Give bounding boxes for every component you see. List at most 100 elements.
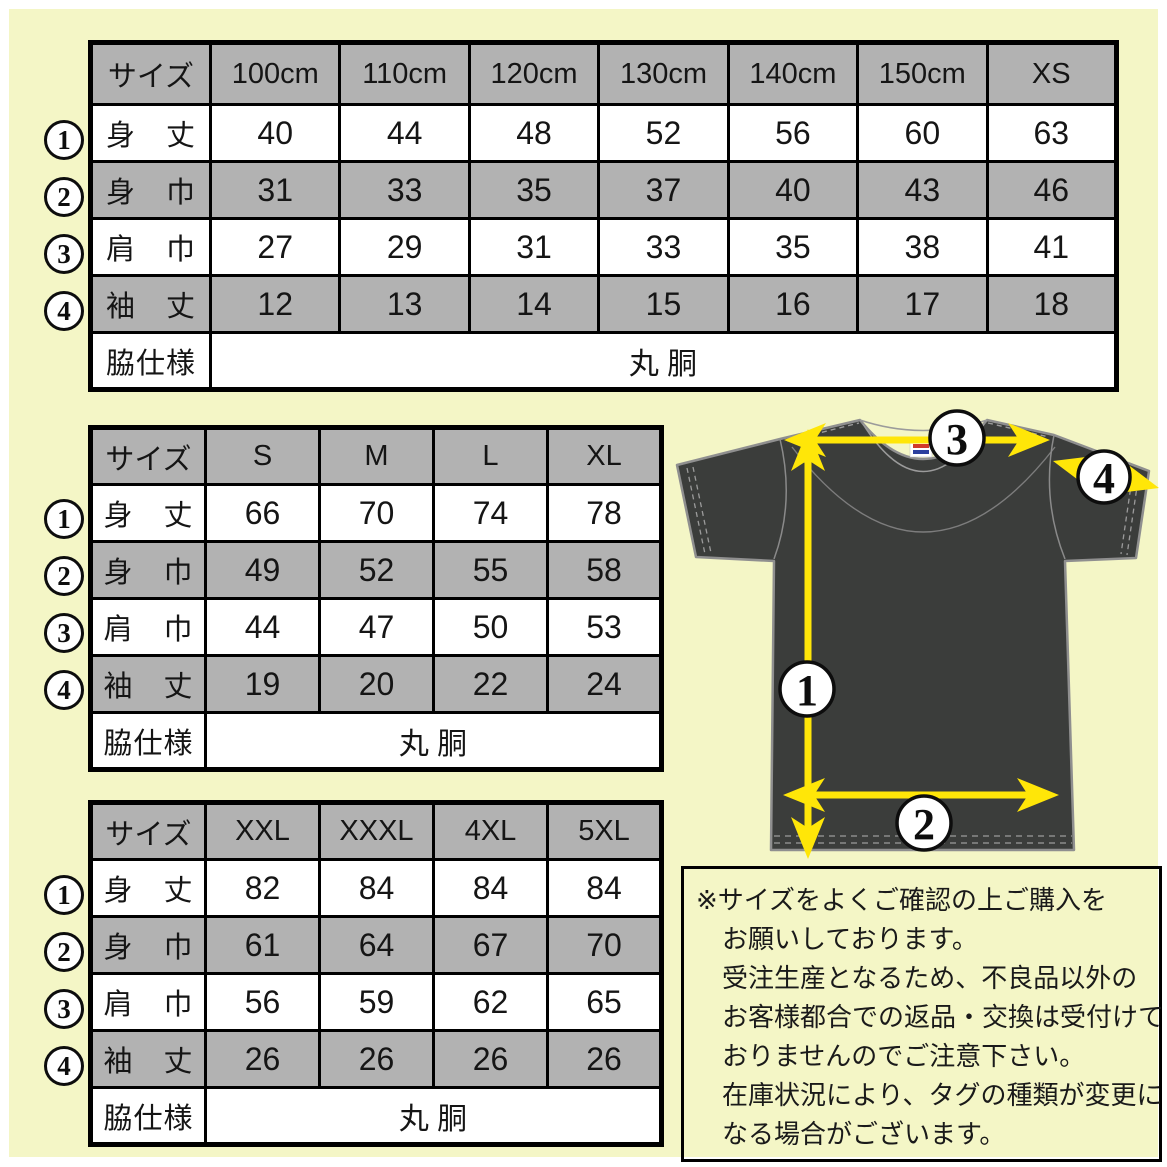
page-background: サイズ 100cm 110cm 120cm 130cm 140cm 150cm … — [9, 9, 1164, 1162]
size-value: 65 — [546, 972, 663, 1032]
marker-circle-3: 3 — [44, 989, 84, 1029]
size-value: 48 — [467, 103, 601, 163]
row-label: 袖 丈 — [89, 654, 207, 714]
size-value: 31 — [467, 217, 601, 277]
diagram-marker-number-3: 3 — [946, 415, 968, 464]
row-label: 身 丈 — [89, 483, 207, 543]
column-header: 110cm — [338, 41, 471, 106]
marker-circle-2: 2 — [44, 932, 84, 972]
size-table-kids: サイズ 100cm 110cm 120cm 130cm 140cm 150cm … — [88, 40, 1119, 392]
size-value: 26 — [546, 1029, 663, 1089]
row-label: 袖 丈 — [89, 1029, 207, 1089]
note-line: なる場合がございます。 — [722, 1119, 1006, 1149]
size-value: 22 — [432, 654, 549, 714]
column-header: M — [318, 426, 435, 486]
marker-number: 4 — [57, 674, 71, 705]
row-label: 身 巾 — [89, 540, 207, 600]
size-value: 55 — [432, 540, 549, 600]
size-value: 66 — [204, 483, 321, 543]
size-value: 19 — [204, 654, 321, 714]
size-value: 47 — [318, 597, 435, 657]
spec-label: 脇仕様 — [89, 331, 212, 391]
size-value: 44 — [338, 103, 471, 163]
marker-number: 3 — [57, 238, 71, 269]
size-value: 16 — [726, 274, 860, 334]
column-header: 4XL — [432, 801, 549, 861]
size-value: 18 — [985, 274, 1119, 334]
size-value: 40 — [208, 103, 342, 163]
column-header: XS — [985, 41, 1119, 106]
size-value: 40 — [726, 160, 860, 220]
marker-number: 3 — [57, 617, 71, 648]
size-value: 62 — [432, 972, 549, 1032]
size-value: 33 — [338, 160, 471, 220]
marker-number: 2 — [57, 560, 71, 591]
size-value: 44 — [204, 597, 321, 657]
size-value: 78 — [546, 483, 663, 543]
column-header: 100cm — [208, 41, 342, 106]
column-header-size: サイズ — [89, 426, 207, 486]
size-value: 26 — [318, 1029, 435, 1089]
row-label: 身 丈 — [89, 103, 212, 163]
marker-circle-3: 3 — [44, 234, 84, 274]
spec-label: 脇仕様 — [89, 1086, 207, 1146]
table-row: 身 巾 49 52 55 58 — [89, 540, 663, 600]
spec-row: 脇仕様 丸 胴 — [89, 1086, 663, 1146]
size-value: 63 — [985, 103, 1119, 163]
column-header: S — [204, 426, 321, 486]
measure-arrow-2-head-right — [1017, 778, 1059, 812]
size-value: 13 — [338, 274, 471, 334]
tshirt-measurement-diagram: 1 2 3 4 — [675, 409, 1159, 859]
size-value: 20 — [318, 654, 435, 714]
marker-number: 4 — [57, 1050, 71, 1081]
size-value: 84 — [546, 858, 663, 918]
marker-number: 3 — [57, 993, 71, 1024]
marker-circle-4: 4 — [44, 291, 84, 331]
marker-number: 4 — [57, 295, 71, 326]
marker-circle-3: 3 — [44, 613, 84, 653]
table-row: 肩 巾 44 47 50 53 — [89, 597, 663, 657]
measure-arrow-2-head-left — [783, 778, 825, 812]
diagram-marker-circle-3 — [928, 409, 986, 467]
note-line: おりませんのでご注意下さい。 — [722, 1041, 1086, 1071]
table-row: 身 丈 66 70 74 78 — [89, 483, 663, 543]
note-line: お願いしております。 — [722, 924, 978, 954]
size-value: 58 — [546, 540, 663, 600]
spec-row: 脇仕様 丸 胴 — [89, 711, 663, 771]
diagram-marker-circle-1 — [778, 660, 836, 718]
table-row: 身 巾 61 64 67 70 — [89, 915, 663, 975]
note-line: お客様都合での返品・交換は受付けて — [722, 1002, 1165, 1032]
row-label: 身 巾 — [89, 160, 212, 220]
column-header: XL — [546, 426, 663, 486]
size-value: 38 — [856, 217, 989, 277]
table-row: 肩 巾 27 29 31 33 35 38 41 — [89, 217, 1119, 277]
row-label: 肩 巾 — [89, 217, 212, 277]
column-header: 5XL — [546, 801, 663, 861]
spec-value: 丸 胴 — [209, 331, 1118, 391]
size-value: 52 — [318, 540, 435, 600]
diagram-marker-circle-4 — [1076, 449, 1132, 505]
chest-seam-arc — [791, 446, 1056, 533]
table-row: 身 巾 31 33 35 37 40 43 46 — [89, 160, 1119, 220]
size-value: 59 — [318, 972, 435, 1032]
size-value: 35 — [467, 160, 601, 220]
table-row: 袖 丈 26 26 26 26 — [89, 1029, 663, 1089]
measure-arrow-1-head-top — [791, 429, 825, 471]
size-value: 14 — [467, 274, 601, 334]
table-row: 肩 巾 56 59 62 65 — [89, 972, 663, 1032]
row-label: 身 巾 — [89, 915, 207, 975]
column-header: 130cm — [597, 41, 730, 106]
diagram-marker-circle-2 — [895, 794, 953, 852]
size-value: 50 — [432, 597, 549, 657]
spec-value: 丸 胴 — [204, 1086, 663, 1146]
column-header: L — [432, 426, 549, 486]
size-value: 70 — [546, 915, 663, 975]
marker-number: 2 — [57, 181, 71, 212]
marker-circle-1: 1 — [44, 875, 84, 915]
spec-label: 脇仕様 — [89, 711, 207, 771]
size-value: 61 — [204, 915, 321, 975]
marker-number: 1 — [57, 503, 71, 534]
note-box: ※サイズをよくご確認の上ご購入を お願いしております。 受注生産となるため、不良… — [681, 866, 1165, 1162]
marker-circle-2: 2 — [44, 177, 84, 217]
size-value: 82 — [204, 858, 321, 918]
